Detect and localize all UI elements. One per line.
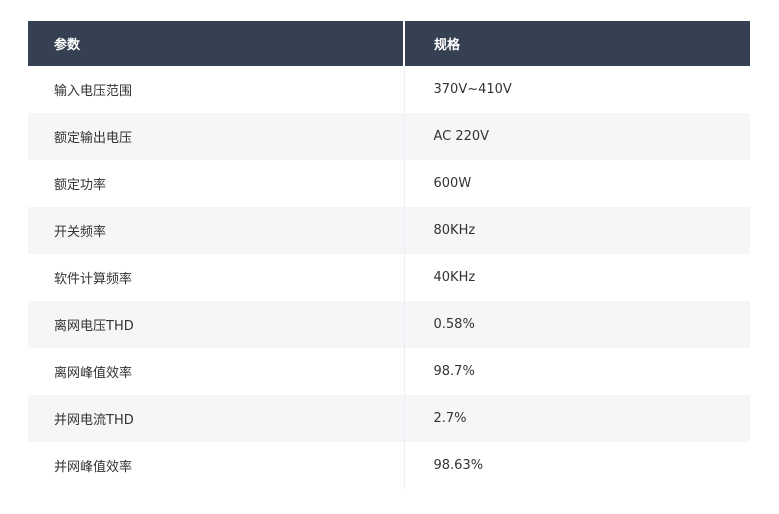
spec-cell: 40KHz [403,254,750,301]
spec-cell: 0.58% [403,301,750,348]
param-cell: 额定输出电压 [28,113,404,160]
table-row: 额定功率 600W [28,160,750,207]
spec-cell: 370V~410V [403,66,750,113]
spec-cell: 98.7% [403,348,750,395]
param-cell: 并网峰值效率 [54,460,133,475]
table-row: 软件计算频率 40KHz [28,254,750,301]
param-cell: 额定功率 [54,178,107,193]
header-row: 参数 规格 [28,21,750,66]
spec-cell: 600W [403,160,750,207]
spec-cell: 2.7% [403,395,750,442]
table-row: 并网电流THD 2.7% [28,395,750,442]
param-cell: 开关频率 [28,207,404,254]
header-cell: 参数 [28,21,404,66]
param-cell: 离网峰值效率 [54,366,133,381]
param-cell: 输入电压范围 [54,84,133,99]
table-row: 并网峰值效率 98.63% [28,442,750,489]
table-row: 离网电压THD 0.58% [28,301,750,348]
spec-cell: 80KHz [403,207,750,254]
table-row: 输入电压范围 370V~410V [28,66,750,113]
param-cell: 并网电流THD [28,395,404,442]
table-body: 输入电压范围 370V~410V 额定输出电压 AC 220V 额定功率 600W 开关频率… [28,66,750,489]
header-cell: 规格 [403,21,750,66]
param-cell: 离网电压THD [28,301,404,348]
table-row: 开关频率 80KHz [28,207,750,254]
table-row: 离网峰值效率 98.7% [28,348,750,395]
spec-cell: 98.63% [403,442,750,489]
param-cell: 软件计算频率 [54,272,133,287]
spec-table: 参数 规格 输入电压范围 370V~410V 额定输出电压 AC 220V 额定功率 600… [28,21,750,489]
table-row: 额定输出电压 AC 220V [28,113,750,160]
spec-cell: AC 220V [403,113,750,160]
